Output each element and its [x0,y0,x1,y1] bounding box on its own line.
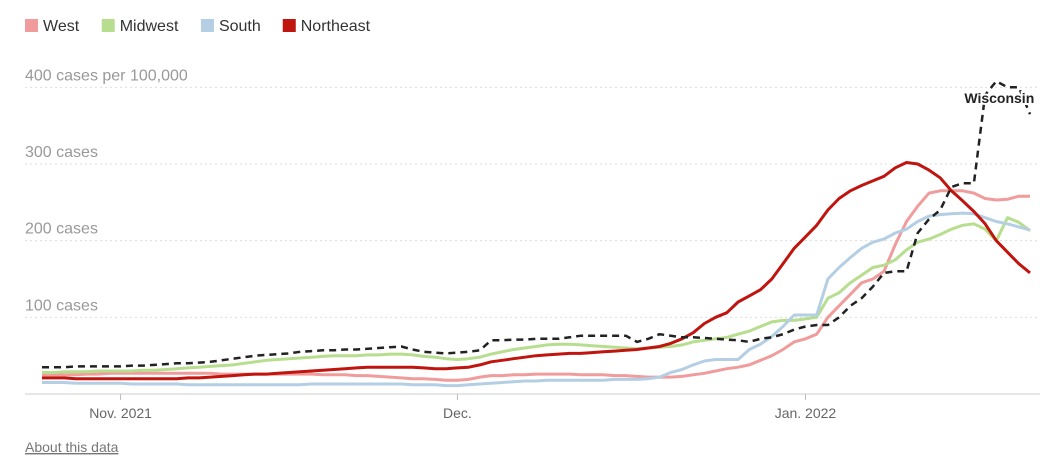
x-tick-label: Dec. [443,405,472,421]
y-tick-label: 100 cases [25,297,98,314]
series-label: Wisconsin [964,90,1034,106]
line [42,216,1031,374]
y-tick-label: 200 cases [25,221,98,238]
legend-label: Midwest [120,18,179,35]
legend-swatch [282,19,296,32]
legend-swatch [25,19,38,32]
legend-swatch [200,19,214,32]
legend-swatch [101,19,115,32]
legend-label: Northeast [301,18,371,35]
line [42,189,1030,382]
dashed-line [42,79,1032,369]
y-tick-label: 400 cases per 100,000 [25,67,188,84]
line [42,211,1031,388]
legend-label: South [219,18,261,35]
about-link[interactable]: About this data [25,439,119,455]
line [42,161,1031,381]
x-tick-label: Nov. 2021 [89,405,152,421]
legend-label: West [43,18,80,35]
x-tick-label: Jan. 2022 [775,405,837,421]
y-tick-label: 300 cases [25,144,98,161]
